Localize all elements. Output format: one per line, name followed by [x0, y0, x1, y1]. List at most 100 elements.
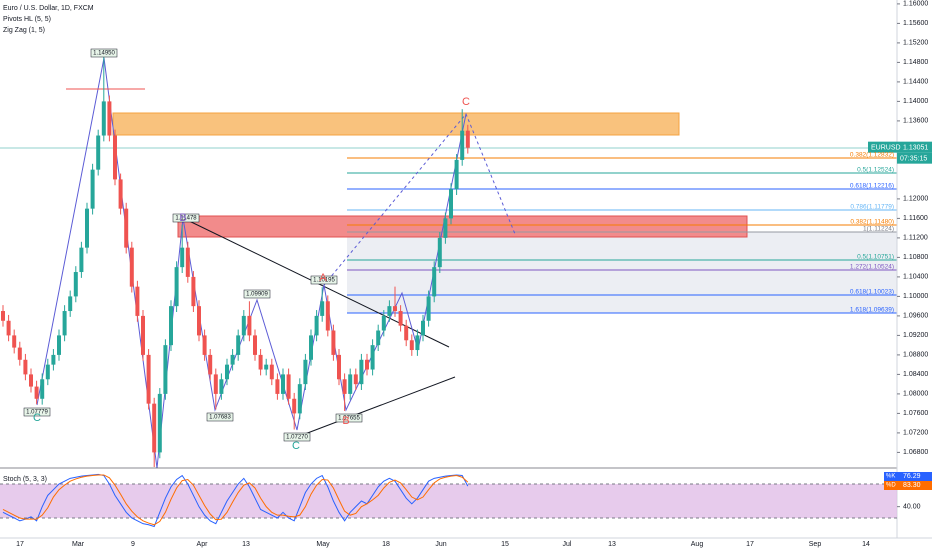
candle-body	[101, 101, 106, 136]
fib-label: 0.618(1.10023)	[850, 289, 894, 296]
candle-body	[387, 306, 392, 316]
y-tick-label: 1.10400	[903, 274, 928, 281]
pivot-box	[310, 275, 338, 285]
stoch-value: 76.29	[903, 473, 921, 480]
candle-body	[85, 208, 89, 248]
pivot-box	[206, 412, 234, 422]
y-tick-label: 1.14400	[903, 79, 928, 86]
candle-body	[281, 374, 285, 394]
y-tick-label: 1.08800	[903, 352, 928, 359]
candle-body	[325, 301, 330, 331]
candle-body	[342, 379, 347, 394]
candle-body	[79, 247, 84, 273]
x-tick-label: Jul	[563, 541, 572, 548]
candle-body	[225, 364, 229, 380]
candle-body	[185, 247, 190, 277]
candle-body	[51, 354, 56, 365]
pivot-box	[23, 407, 51, 417]
pivot-box	[243, 289, 271, 299]
x-tick-label: 15	[501, 541, 509, 548]
candle-body	[292, 398, 297, 414]
stoch-line	[2, 473, 469, 528]
candle-body	[376, 330, 381, 346]
trend-line	[296, 376, 456, 438]
candle-body	[460, 130, 465, 160]
countdown: 07:35:15	[900, 156, 927, 163]
y-tick-label: 1.08400	[903, 371, 928, 378]
indicator-label: Pivots HL (5, 5)	[3, 16, 51, 23]
symbol-label: EURUSD	[871, 145, 901, 152]
x-tick-label: Mar	[72, 541, 85, 548]
stoch-name: %D	[886, 483, 896, 489]
candle-body	[370, 345, 375, 370]
candle-body	[213, 374, 218, 394]
fib-label: 1.618(1.09639)	[850, 307, 894, 314]
pivot-label: 1.07779	[26, 410, 48, 416]
indicator-label: Zig Zag (1, 5)	[3, 27, 45, 34]
candle-body	[258, 354, 263, 370]
stoch-badge	[884, 472, 932, 481]
y-tick-label: 1.12000	[903, 196, 928, 203]
wave-letter: C	[462, 96, 470, 108]
candle-body	[303, 359, 308, 385]
y-tick-label: 40.00	[903, 504, 921, 511]
candle-body	[202, 335, 207, 355]
y-tick-label: 1.07200	[903, 430, 928, 437]
pivot-label: 1.07655	[338, 416, 360, 422]
candle-body	[297, 384, 302, 414]
y-tick-label: 1.14000	[903, 98, 928, 105]
pivot-box	[335, 413, 363, 423]
candle-body	[320, 301, 325, 316]
candle-body	[437, 237, 442, 268]
pivot-label: 1.07683	[209, 415, 231, 421]
x-tick-label: 13	[608, 541, 616, 548]
chart-title: Euro / U.S. Dollar, 1D, FXCM	[3, 5, 94, 12]
candle-body	[219, 379, 224, 394]
candle-body	[107, 101, 112, 136]
demand-zone	[177, 215, 748, 238]
candle-body	[337, 354, 341, 380]
candle-body	[415, 335, 420, 351]
price-badge	[868, 141, 932, 153]
candle-body	[191, 276, 196, 307]
candle-body	[241, 315, 246, 336]
candle-body	[40, 379, 45, 399]
candle-body	[96, 135, 101, 170]
candle-body	[359, 359, 364, 385]
candle-body	[409, 340, 414, 351]
y-tick-label: 1.08000	[903, 391, 928, 398]
y-tick-label: 1.10800	[903, 254, 928, 261]
supply-zone	[112, 112, 680, 136]
candle-body	[275, 379, 280, 394]
y-tick-label: 1.16000	[903, 1, 928, 8]
candle-body	[169, 306, 173, 346]
candle-body	[421, 320, 425, 336]
fib-label: 1(1.11224)	[863, 226, 894, 233]
y-tick-label: 1.11200	[903, 235, 928, 242]
candle-body	[454, 159, 459, 190]
x-tick-label: Aug	[691, 541, 704, 548]
y-tick-label: 1.11600	[903, 215, 928, 222]
candle-body	[269, 364, 274, 380]
pivot-label: 1.10195	[313, 278, 335, 284]
candle-body	[180, 247, 185, 268]
candle-body	[208, 354, 213, 375]
candle-body	[264, 364, 269, 370]
candle-body	[197, 306, 201, 336]
x-tick-label: 13	[242, 541, 250, 548]
candle-body	[230, 354, 235, 365]
pivot-label: 1.07270	[286, 435, 308, 441]
stoch-band	[0, 484, 897, 518]
candle-body	[141, 315, 145, 355]
candle-body	[124, 208, 129, 248]
wave-letter: C	[292, 440, 300, 452]
pivot-label: 1.11478	[175, 216, 197, 222]
candle-body	[23, 359, 28, 375]
y-tick-label: 1.10000	[903, 293, 928, 300]
fib-label: 0.618(1.12216)	[850, 183, 894, 190]
candle-body	[34, 386, 39, 399]
y-tick-label: 1.13600	[903, 118, 928, 125]
candle-body	[398, 311, 403, 326]
y-tick-label: 1.09200	[903, 332, 928, 339]
